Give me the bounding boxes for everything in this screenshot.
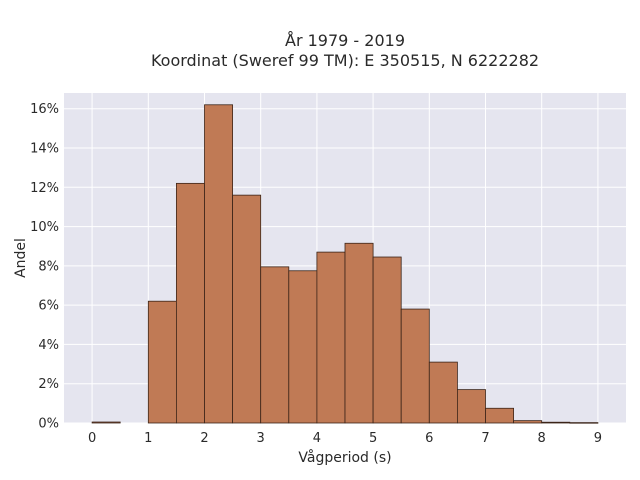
bar-17 (569, 422, 599, 424)
bar-13 (456, 389, 486, 424)
x-tick-label-6: 6 (425, 431, 433, 446)
bar-16 (541, 421, 571, 424)
bar-8 (316, 251, 346, 424)
bar-15 (513, 420, 543, 424)
bar-2 (147, 300, 177, 424)
x-tick-label-4: 4 (313, 431, 321, 446)
x-tick-label-0: 0 (88, 431, 96, 446)
bar-7 (288, 270, 318, 424)
y-tick-label-8: 16% (30, 102, 59, 117)
bar-9 (344, 242, 374, 424)
y-tick-label-6: 12% (30, 181, 59, 196)
y-tick-label-5: 10% (30, 220, 59, 235)
y-axis-label: Andel (13, 238, 29, 278)
bar-12 (428, 361, 458, 424)
bar-10 (372, 256, 402, 424)
x-tick-label-2: 2 (200, 431, 208, 446)
y-tick-label-4: 8% (38, 259, 59, 274)
x-tick-label-8: 8 (538, 431, 546, 446)
bar-14 (485, 407, 515, 424)
y-tick-label-3: 6% (38, 299, 59, 314)
y-tick-label-0: 0% (38, 417, 59, 432)
y-tick-label-7: 14% (30, 142, 59, 157)
chart-title-line2: Koordinat (Sweref 99 TM): E 350515, N 62… (151, 51, 539, 70)
x-tick-label-7: 7 (481, 431, 489, 446)
bar-4 (204, 104, 234, 424)
x-axis-label: Vågperiod (s) (298, 449, 391, 466)
chart-title-line1: År 1979 - 2019 (285, 31, 405, 50)
x-tick-label-3: 3 (257, 431, 265, 446)
bars (91, 104, 599, 424)
y-tick-label-1: 2% (38, 377, 59, 392)
x-tick-labels: 0 1 2 3 4 5 6 7 8 9 (88, 431, 602, 446)
bar-6 (260, 266, 290, 424)
y-tick-labels: 0% 2% 4% 6% 8% 10% 12% 14% 16% (30, 102, 59, 431)
bar-11 (400, 308, 430, 424)
x-tick-label-9: 9 (594, 431, 602, 446)
bar-5 (232, 194, 262, 424)
bar-0 (91, 421, 121, 424)
y-tick-label-2: 4% (38, 338, 59, 353)
x-tick-label-1: 1 (144, 431, 152, 446)
bar-3 (175, 182, 205, 424)
x-tick-label-5: 5 (369, 431, 377, 446)
